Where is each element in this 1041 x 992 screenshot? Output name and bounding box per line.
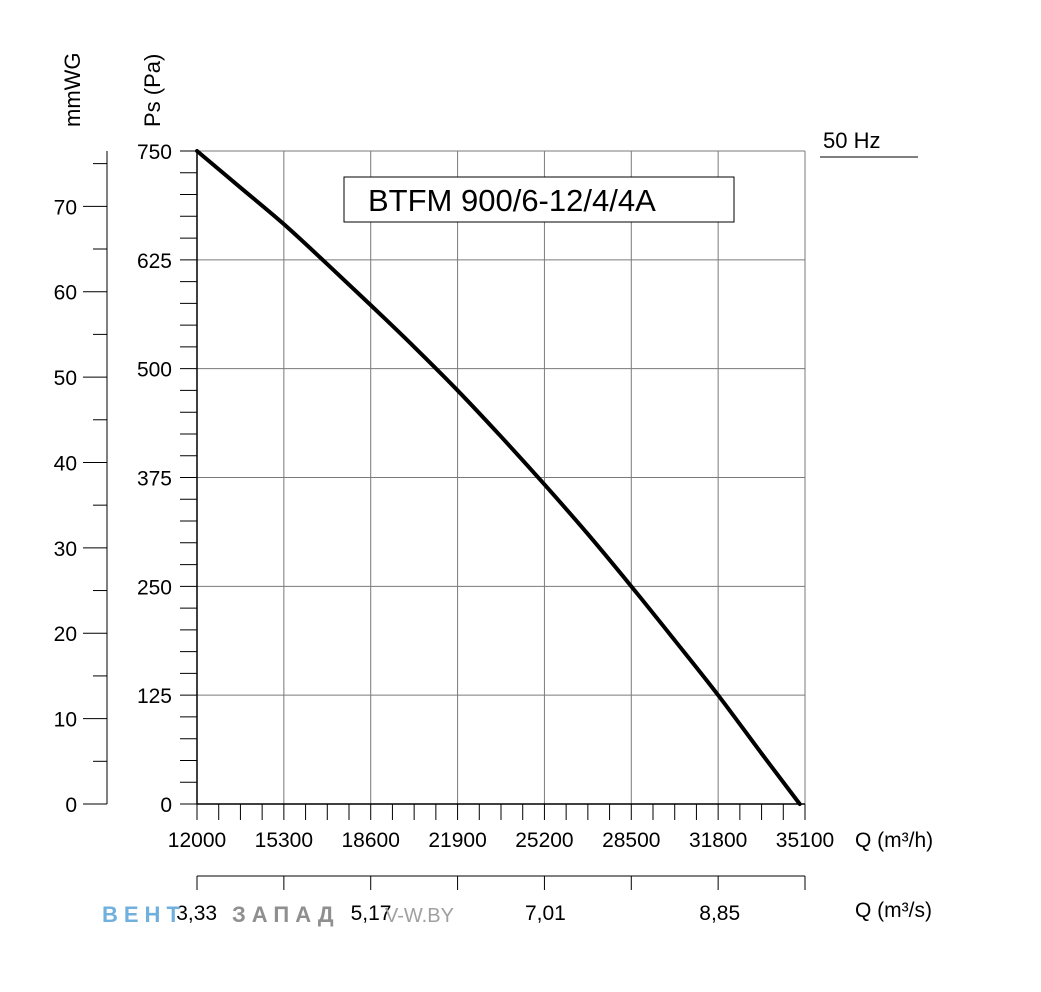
x-axis-label-m3h: Q (m³/h) [855, 829, 933, 852]
x2-tick-label: 3,33 [176, 902, 217, 925]
x-tick-label: 31800 [689, 829, 747, 852]
y2-tick-label: 50 [54, 367, 77, 390]
data-point [761, 753, 763, 755]
y-axis-label-pa: Ps (Pa) [140, 54, 165, 127]
y-axis-label-mmwg: mmWG [60, 52, 85, 127]
x2-tick-label: 7,01 [525, 902, 566, 925]
data-point [370, 304, 372, 306]
watermark-brand-gray: ЗАПАД [232, 902, 340, 927]
data-point [457, 389, 459, 391]
x2-tick-label: 8,85 [699, 902, 740, 925]
y-tick-label: 500 [137, 359, 172, 382]
x2-tick-label: 5,17 [351, 902, 392, 925]
x-tick-label: 35100 [776, 829, 834, 852]
y-tick-label: 125 [137, 685, 172, 708]
data-points [196, 150, 801, 805]
x-tick-label: 28500 [602, 829, 660, 852]
y2-tick-label: 10 [54, 709, 77, 732]
minor-ticks [180, 150, 806, 820]
grid-lines [196, 150, 806, 805]
data-point [543, 483, 545, 485]
data-point [196, 150, 198, 152]
y-tick-label: 0 [160, 794, 172, 817]
data-point [717, 694, 719, 696]
x-tick-label: 15300 [255, 829, 313, 852]
axes [83, 151, 806, 890]
watermark: ВЕНТ ЗАПАД V-W.BY [102, 902, 454, 927]
y2-tick-label: 40 [54, 452, 77, 475]
x-axis-label-m3s: Q (m³/s) [855, 899, 932, 922]
data-point [413, 346, 415, 348]
y2-tick-label: 30 [54, 538, 77, 561]
data-point [283, 223, 285, 225]
data-point [326, 263, 328, 265]
frequency-label: 50 Hz [823, 128, 880, 153]
data-point [587, 533, 589, 535]
data-point [799, 803, 801, 805]
y2-tick-label: 60 [54, 282, 77, 305]
chart-title-box [343, 176, 735, 223]
chart-title: BTFM 900/6-12/4/4A [368, 183, 656, 218]
watermark-domain: V-W.BY [385, 905, 454, 927]
x-tick-label: 25200 [515, 829, 573, 852]
y-tick-label: 750 [137, 141, 172, 164]
data-point [239, 187, 241, 189]
y-tick-label: 250 [137, 576, 172, 599]
x-tick-label: 12000 [168, 829, 226, 852]
x-tick-label: 21900 [428, 829, 486, 852]
tick-labels: 12000 15300 18600 21900 25200 28500 31800 35100… [54, 141, 835, 925]
y2-tick-label: 70 [54, 196, 77, 219]
watermark-brand-blue: ВЕНТ [102, 902, 186, 927]
y2-tick-label: 20 [54, 623, 77, 646]
data-point [630, 585, 632, 587]
x-tick-label: 18600 [342, 829, 400, 852]
y-tick-label: 375 [137, 468, 172, 491]
y2-tick-label: 0 [65, 794, 77, 817]
data-point [500, 436, 502, 438]
data-point [674, 639, 676, 641]
y-tick-label: 625 [137, 250, 172, 273]
fan-curve-line [195, 149, 802, 806]
